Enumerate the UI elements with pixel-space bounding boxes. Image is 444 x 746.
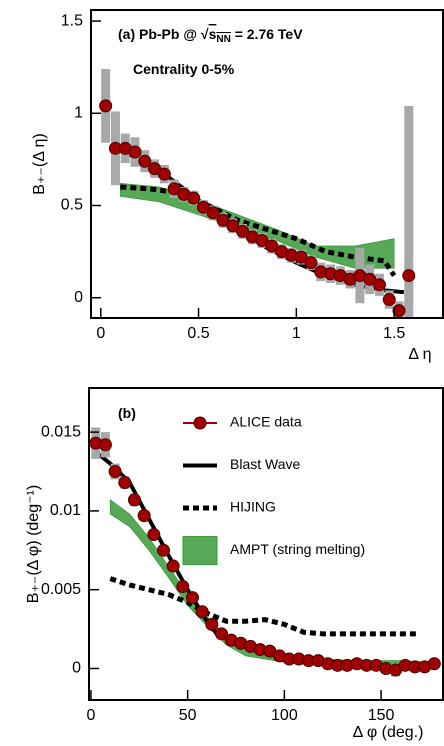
annotation: (a) Pb-Pb @ √sNN = 2.76 TeV <box>118 26 303 45</box>
data-point <box>167 182 181 196</box>
y-tick-label: 1.5 <box>61 12 83 29</box>
data-point <box>304 256 318 270</box>
data-point <box>148 162 162 176</box>
legend-label: AMPT (string melting) <box>230 541 365 557</box>
data-point <box>216 213 230 227</box>
model-line <box>109 576 420 637</box>
data-point <box>294 250 308 264</box>
y-axis-title: B₊₋(Δ η) <box>31 133 48 194</box>
annotation: (b) <box>118 405 136 421</box>
annotation-part: (b) <box>118 405 136 421</box>
y-tick-label: 0.015 <box>41 423 81 440</box>
data-point <box>147 528 161 542</box>
data-point <box>392 304 406 318</box>
data-point <box>265 239 279 253</box>
x-tick-label: 1 <box>292 325 301 342</box>
x-tick-label: 50 <box>179 707 197 724</box>
annotation-part: NN <box>216 34 230 45</box>
legend-label: ALICE data <box>230 414 302 430</box>
x-tick-label: 0 <box>96 325 105 342</box>
data-point <box>185 591 199 605</box>
annotation-part: √ <box>201 26 209 42</box>
data-point <box>166 559 180 573</box>
data-point <box>255 234 269 248</box>
data-point <box>427 657 441 671</box>
model-line <box>120 184 397 277</box>
x-tick-label: 1.5 <box>383 325 405 342</box>
frame <box>90 9 444 319</box>
data-point <box>99 99 113 113</box>
syst-box <box>404 105 414 318</box>
plot-area <box>99 69 416 318</box>
data-point <box>176 580 190 594</box>
model-band <box>109 499 430 668</box>
legend-label: HIJING <box>230 499 276 515</box>
y-tick-label: 1 <box>74 105 83 122</box>
data-point <box>138 154 152 168</box>
annotation-part: = 2.76 TeV <box>231 26 303 42</box>
y-tick-label: 0.005 <box>41 581 81 598</box>
data-point <box>118 476 132 490</box>
legend-swatch <box>193 416 207 430</box>
data-point <box>108 465 122 479</box>
data-point <box>372 278 386 292</box>
data-point <box>236 224 250 238</box>
data-point <box>195 605 209 619</box>
y-tick-label: 0 <box>74 289 83 306</box>
y-tick-label: 0.5 <box>61 197 83 214</box>
y-tick-label: 0 <box>72 660 81 677</box>
data-point <box>196 200 210 214</box>
panel: 0 0.5 1 1.5 0 0.5 1 1.5 B₊₋(Δ η) Δ η (a) Pb-Pb @ √… <box>31 9 444 363</box>
x-tick-label: 100 <box>271 707 298 724</box>
data-point <box>206 206 220 220</box>
x-axis-title: Δ φ (deg.) <box>353 724 424 741</box>
data-point <box>402 269 416 283</box>
annotation-part: (a) Pb-Pb @ <box>118 26 201 42</box>
x-tick-label: 0.5 <box>187 325 209 342</box>
annotation-part: s <box>209 26 217 42</box>
legend-swatch <box>182 536 218 565</box>
frame <box>88 387 444 701</box>
data-point <box>226 219 240 233</box>
annotation: Centrality 0-5% <box>133 61 235 77</box>
data-point <box>127 493 141 507</box>
data-point <box>215 627 229 641</box>
x-axis-title: Δ η <box>408 346 431 363</box>
data-point <box>128 145 142 159</box>
data-point <box>363 272 377 286</box>
y-tick-label: 0.01 <box>50 502 81 519</box>
annotation-part: Centrality 0-5% <box>133 61 235 77</box>
data-point <box>187 191 201 205</box>
legend-label: Blast Wave <box>230 456 300 472</box>
y-axis-title: B₊₋(Δ φ) (deg⁻¹) <box>25 485 42 603</box>
x-tick-label: 0 <box>86 707 95 724</box>
data-point <box>98 438 112 452</box>
data-point <box>382 293 396 307</box>
data-point <box>205 617 219 631</box>
plot-area <box>89 427 441 677</box>
x-tick-label: 150 <box>368 707 395 724</box>
data-point <box>137 509 151 523</box>
data-point <box>156 543 170 557</box>
data-point <box>157 167 171 181</box>
panel: 0 50 100 150 0 0.005 0.01 0.015 B₊₋(Δ φ) (deg⁻¹)… <box>25 387 444 741</box>
